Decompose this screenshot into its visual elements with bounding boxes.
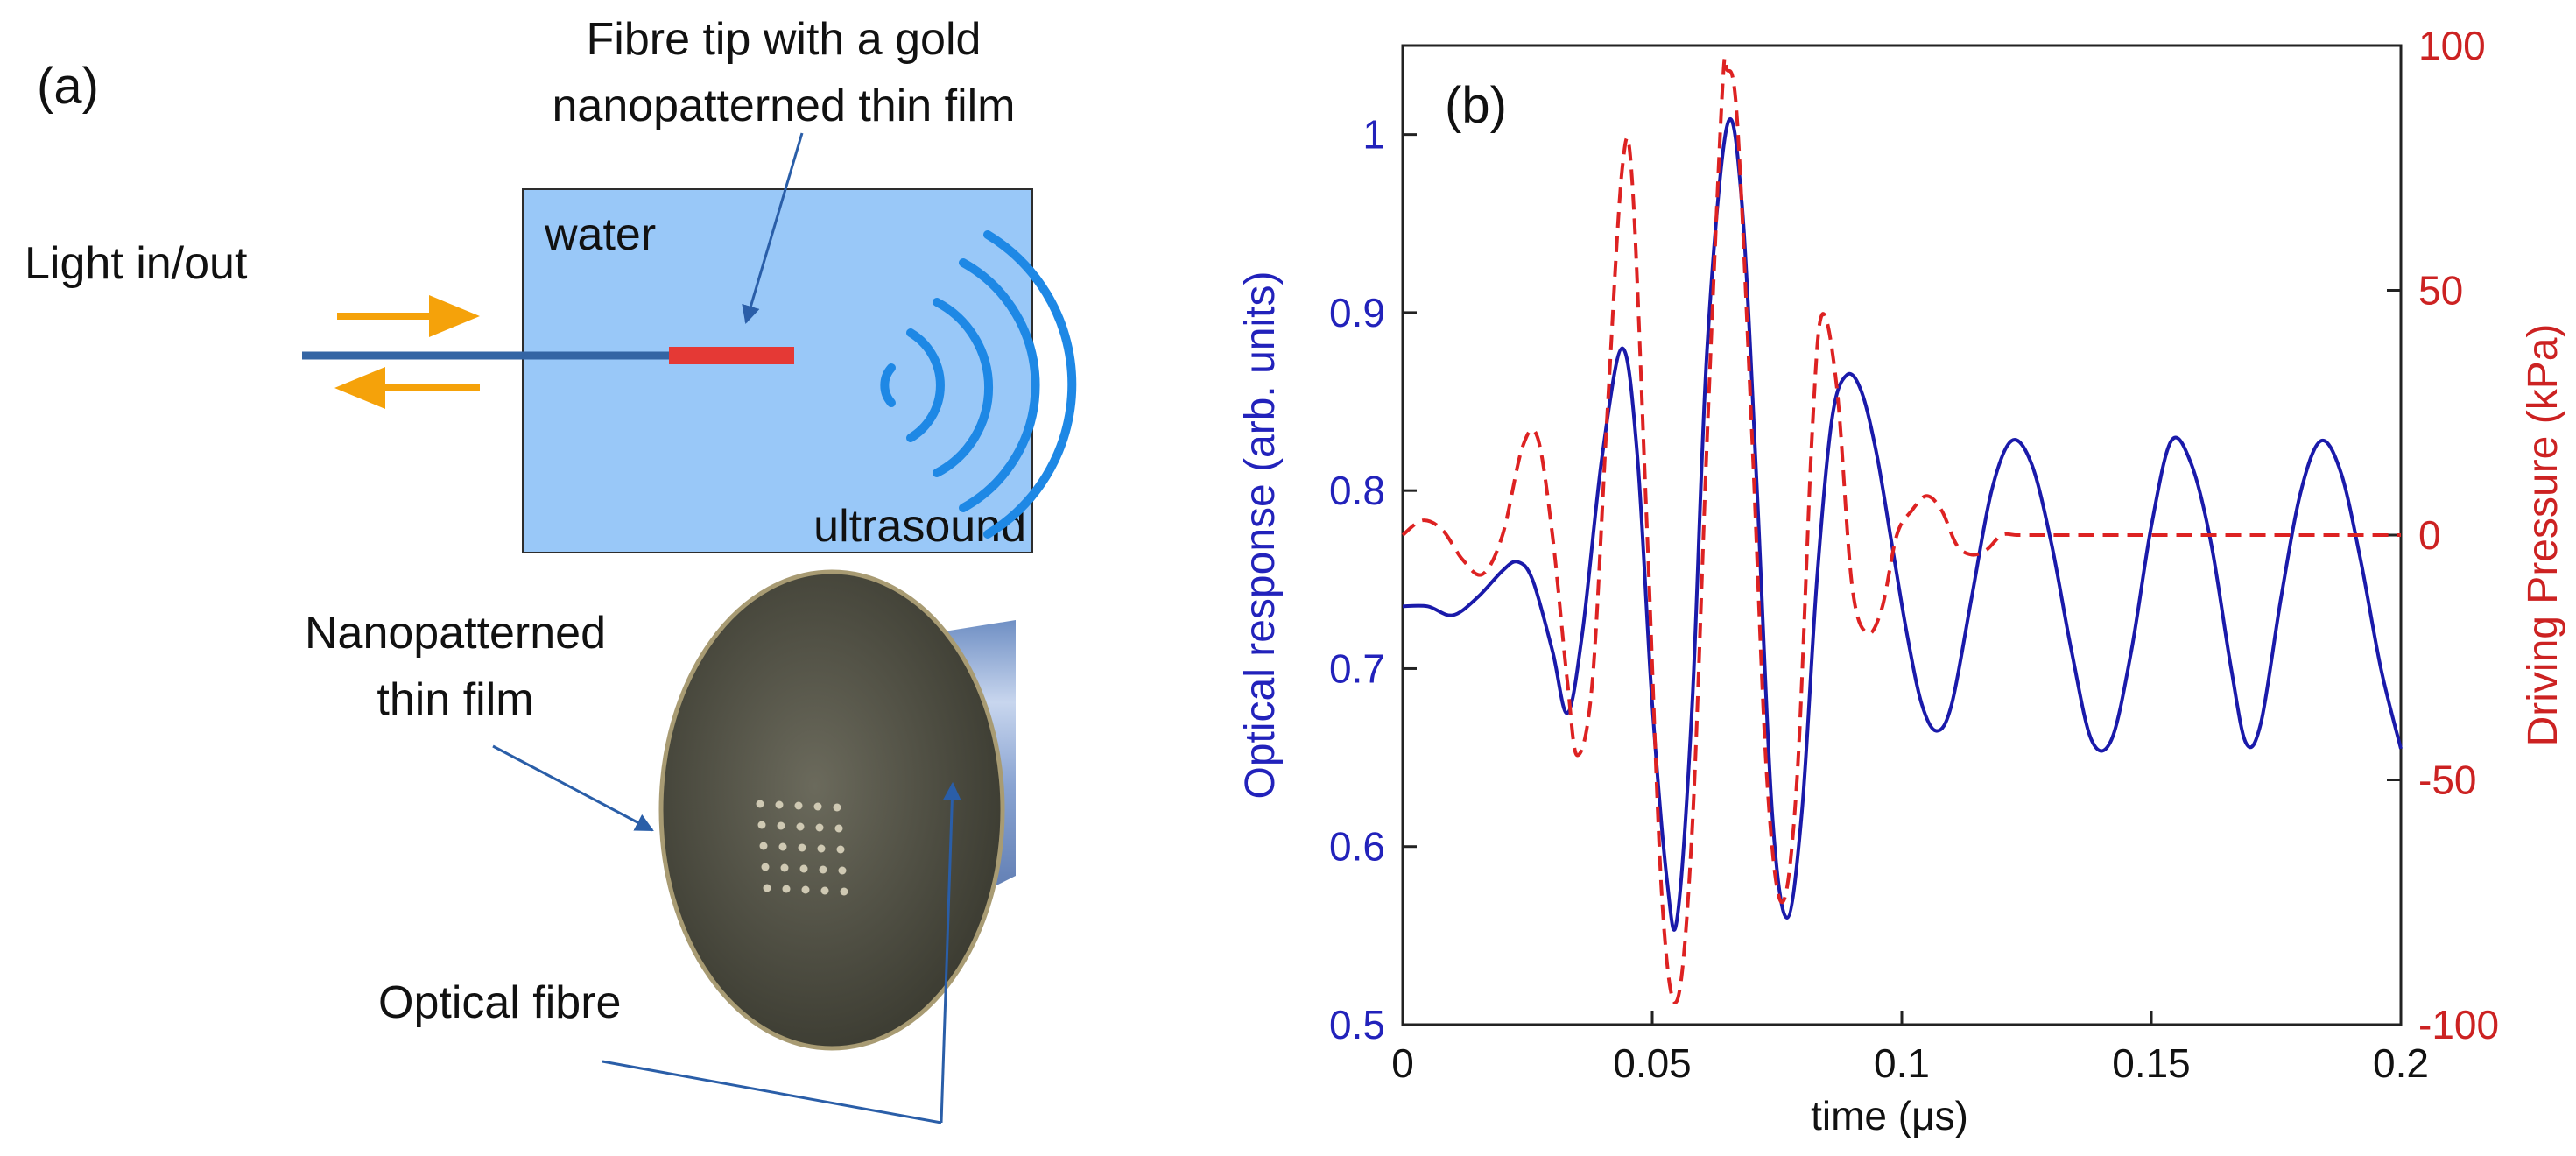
series-layer bbox=[1401, 55, 2403, 1004]
nanohole-dot bbox=[794, 801, 803, 810]
nanohole-dot bbox=[817, 844, 826, 853]
film-label-line1: Nanopatterned bbox=[305, 608, 606, 659]
top-label-line2: nanopatterned thin film bbox=[552, 81, 1015, 131]
nanohole-dot bbox=[833, 803, 841, 812]
x-tick-label: 0.1 bbox=[1874, 1040, 1930, 1086]
y-right-tick-label: 50 bbox=[2418, 268, 2463, 314]
film-pointer bbox=[492, 744, 654, 832]
ultrasound-waves-icon bbox=[880, 230, 1077, 539]
y-axis-left-ticks: 0.5 0.6 0.7 0.8 0.9 1 bbox=[1329, 112, 1417, 1047]
nanohole-dot bbox=[780, 863, 789, 872]
nanohole-dot bbox=[815, 823, 824, 832]
y-left-tick-label: 0.7 bbox=[1329, 645, 1385, 691]
nanohole-dot bbox=[777, 821, 785, 830]
fibre-cylinder bbox=[658, 569, 1016, 1051]
optical-response-series-line bbox=[1402, 117, 2403, 932]
nanohole-dot bbox=[775, 800, 784, 809]
y-axis-right-label: Driving Pressure (kPa) bbox=[2520, 324, 2566, 747]
nanohole-dot bbox=[798, 843, 806, 852]
nanohole-dot bbox=[778, 842, 787, 851]
gold-film bbox=[669, 347, 794, 364]
y-right-tick-label: -100 bbox=[2418, 1002, 2499, 1047]
y-left-tick-label: 0.9 bbox=[1329, 290, 1385, 335]
fibre-tip-pointer bbox=[742, 132, 804, 325]
x-tick-label: 0.2 bbox=[2373, 1040, 2429, 1086]
nanopatterned-disk bbox=[658, 569, 1005, 1051]
y-right-tick-label: 100 bbox=[2418, 23, 2486, 68]
y-axis-left-label: Optical response (arb. units) bbox=[1237, 271, 1284, 800]
nanohole-dot bbox=[761, 863, 770, 871]
nanohole-dot bbox=[759, 842, 768, 850]
ultrasound-label: ultrasound bbox=[813, 501, 1026, 552]
light-in-arrow bbox=[337, 295, 480, 337]
nanohole-dot bbox=[834, 824, 843, 833]
nanohole-dot bbox=[801, 885, 810, 894]
y-left-tick-label: 0.5 bbox=[1329, 1002, 1385, 1047]
y-left-tick-label: 1 bbox=[1362, 112, 1385, 158]
y-right-tick-label: 0 bbox=[2418, 512, 2441, 558]
y-left-tick-label: 0.6 bbox=[1329, 824, 1385, 870]
nanohole-dot bbox=[820, 886, 829, 895]
water-tank bbox=[522, 188, 1033, 553]
fibre-pointer bbox=[602, 781, 961, 1124]
nanohole-array bbox=[756, 800, 848, 896]
nanohole-dot bbox=[757, 821, 766, 829]
y-left-tick-label: 0.8 bbox=[1329, 468, 1385, 513]
panel-b: (b) 0 0.05 0.1 0.15 0.2 0.5 0.6 0.7 0.8 0.9 1 -10… bbox=[1237, 23, 2566, 1138]
water-label: water bbox=[544, 209, 656, 260]
nanohole-dot bbox=[796, 822, 805, 831]
light-out-arrow bbox=[334, 367, 480, 409]
x-tick-label: 0.05 bbox=[1613, 1040, 1692, 1086]
x-tick-label: 0.15 bbox=[2112, 1040, 2191, 1086]
panel-a: (a) Fibre tip with a gold nanopatterned … bbox=[25, 14, 1077, 1124]
x-axis-label: time (μs) bbox=[1811, 1093, 1968, 1138]
y-right-tick-label: -50 bbox=[2418, 758, 2476, 803]
driving-pressure-series-line bbox=[1401, 55, 2401, 1004]
panel-a-label: (a) bbox=[37, 58, 99, 115]
top-label-line1: Fibre tip with a gold bbox=[587, 14, 982, 65]
y-axis-right-ticks: -100 -50 0 50 100 bbox=[2387, 23, 2499, 1047]
x-axis-ticks: 0 0.05 0.1 0.15 0.2 bbox=[1391, 1011, 2429, 1086]
nanohole-dot bbox=[813, 802, 822, 811]
fibre-label: Optical fibre bbox=[378, 977, 621, 1028]
nanohole-dot bbox=[836, 845, 845, 854]
nanohole-dot bbox=[838, 866, 847, 875]
panel-b-label: (b) bbox=[1445, 77, 1507, 134]
nanohole-dot bbox=[840, 887, 848, 896]
nanohole-dot bbox=[819, 865, 827, 874]
nanohole-dot bbox=[799, 864, 808, 873]
nanohole-dot bbox=[782, 885, 791, 893]
nanohole-dot bbox=[763, 884, 771, 892]
film-label-line2: thin film bbox=[377, 674, 533, 725]
x-tick-label: 0 bbox=[1391, 1040, 1414, 1086]
light-label: Light in/out bbox=[25, 238, 248, 289]
nanohole-dot bbox=[756, 800, 764, 808]
